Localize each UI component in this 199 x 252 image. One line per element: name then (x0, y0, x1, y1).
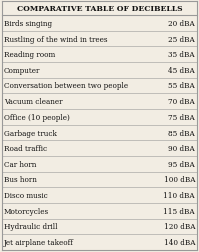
Text: 35 dBA: 35 dBA (168, 51, 195, 59)
Text: Rustling of the wind in trees: Rustling of the wind in trees (4, 35, 107, 43)
Text: Conversation between two people: Conversation between two people (4, 82, 128, 90)
Text: 95 dBA: 95 dBA (168, 160, 195, 168)
Text: 110 dBA: 110 dBA (163, 192, 195, 199)
Text: 20 dBA: 20 dBA (168, 20, 195, 28)
Text: 90 dBA: 90 dBA (168, 145, 195, 152)
Text: COMPARATIVE TABLE OF DECIBELLS: COMPARATIVE TABLE OF DECIBELLS (17, 5, 182, 13)
Text: Jet airplane takeoff: Jet airplane takeoff (4, 238, 74, 246)
Text: Birds singing: Birds singing (4, 20, 52, 28)
Text: Reading room: Reading room (4, 51, 55, 59)
Text: Hydraulic drill: Hydraulic drill (4, 223, 58, 231)
Text: Garbage truck: Garbage truck (4, 129, 57, 137)
Text: 45 dBA: 45 dBA (168, 67, 195, 75)
Text: Computer: Computer (4, 67, 40, 75)
Text: Office (10 people): Office (10 people) (4, 113, 70, 121)
Text: Vacuum cleaner: Vacuum cleaner (4, 98, 62, 106)
Text: Car horn: Car horn (4, 160, 36, 168)
Text: 100 dBA: 100 dBA (164, 176, 195, 184)
Text: 140 dBA: 140 dBA (164, 238, 195, 246)
Text: Disco music: Disco music (4, 192, 48, 199)
Text: 75 dBA: 75 dBA (168, 113, 195, 121)
Text: 25 dBA: 25 dBA (168, 35, 195, 43)
Text: 70 dBA: 70 dBA (168, 98, 195, 106)
Text: Road traffic: Road traffic (4, 145, 47, 152)
Text: 55 dBA: 55 dBA (168, 82, 195, 90)
Text: Bus horn: Bus horn (4, 176, 37, 184)
Text: 115 dBA: 115 dBA (163, 207, 195, 215)
Text: 85 dBA: 85 dBA (168, 129, 195, 137)
Text: 120 dBA: 120 dBA (164, 223, 195, 231)
Text: Motorcycles: Motorcycles (4, 207, 49, 215)
